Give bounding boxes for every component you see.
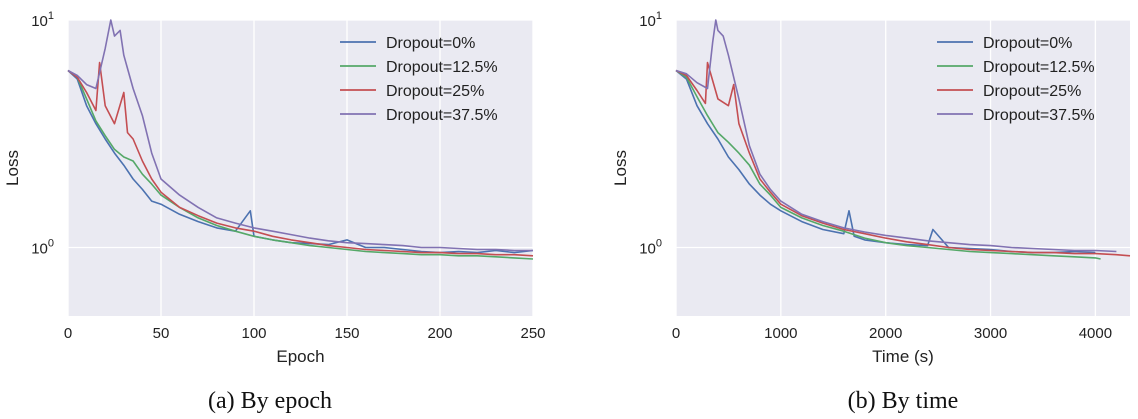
- y-axis-label: Loss: [3, 150, 22, 186]
- legend-label: Dropout=12.5%: [983, 59, 1095, 76]
- legend-label: Dropout=25%: [386, 83, 484, 100]
- x-tick-label: 1000: [764, 325, 797, 342]
- chart-panel-epoch: 0 50 100 150 200 250 100 101 Dropout=0% Dropout=1…: [3, 10, 546, 414]
- y-tick-label: 100: [31, 238, 54, 258]
- series-line: [67, 69, 534, 260]
- legend-label: Dropout=12.5%: [386, 59, 498, 76]
- panel-caption: (a) By epoch: [208, 388, 332, 414]
- legend-label: Dropout=37.5%: [983, 107, 1095, 124]
- x-tick-label: 2000: [869, 325, 902, 342]
- x-axis-label: Time (s): [872, 347, 934, 366]
- x-tick-label: 0: [672, 325, 680, 342]
- x-axis-label: Epoch: [276, 347, 324, 366]
- x-tick-label: 4000: [1079, 325, 1112, 342]
- x-tick-label: 150: [334, 325, 359, 342]
- y-tick-label: 101: [31, 10, 54, 30]
- x-tick-label: 200: [427, 325, 452, 342]
- legend-label: Dropout=25%: [983, 83, 1081, 100]
- y-tick-label: 100: [639, 238, 662, 258]
- x-tick-label: 0: [64, 325, 72, 342]
- x-tick-label: 3000: [974, 325, 1007, 342]
- legend-label: Dropout=0%: [983, 35, 1072, 52]
- x-tick-label: 100: [241, 325, 266, 342]
- series-line: [675, 61, 1131, 257]
- legend-label: Dropout=37.5%: [386, 107, 498, 124]
- panel-caption: (b) By time: [848, 388, 959, 414]
- y-axis-label: Loss: [611, 150, 630, 186]
- y-tick-label: 101: [639, 10, 662, 30]
- x-tick-label: 50: [153, 325, 170, 342]
- chart-panel-time: 0 1000 2000 3000 4000 100 101 Dropout=0% Dropout…: [611, 10, 1131, 414]
- legend-label: Dropout=0%: [386, 35, 475, 52]
- series-line: [67, 19, 533, 252]
- x-tick-label: 250: [520, 325, 545, 342]
- series-line: [675, 69, 1101, 260]
- series-line: [675, 19, 1117, 253]
- series-line: [67, 61, 534, 257]
